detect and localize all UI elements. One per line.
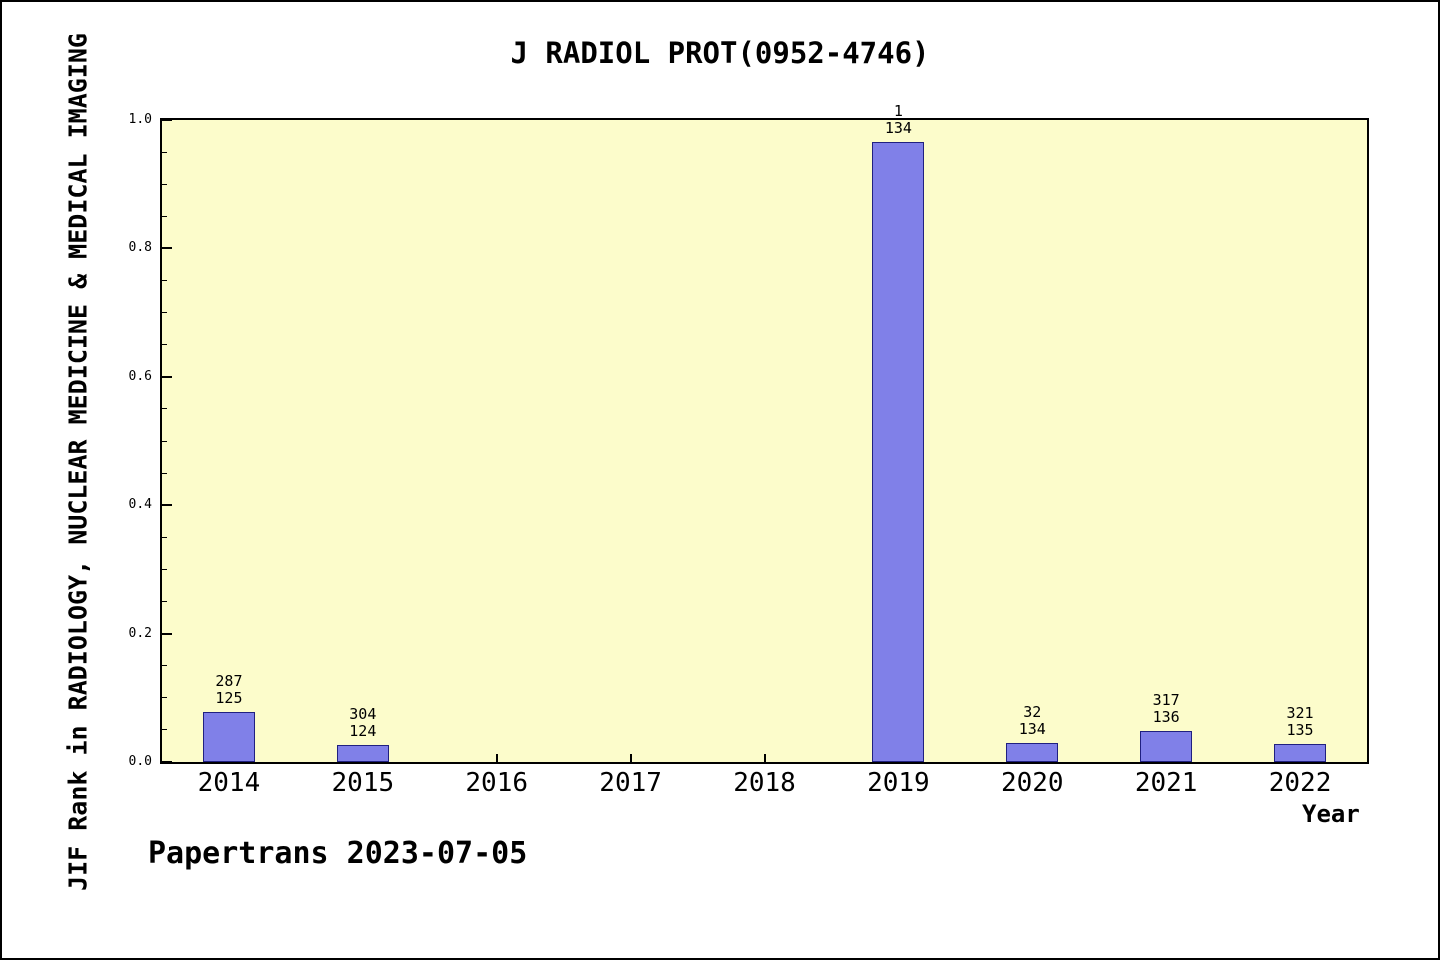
y-minor-tick-mark xyxy=(162,665,167,667)
bar-label-2015: 304 124 xyxy=(349,704,377,740)
x-tick-label-2020: 2020 xyxy=(1000,768,1064,798)
y-tick-label-0.6: 0.6 xyxy=(128,368,152,384)
x-tick-mark xyxy=(763,754,766,762)
y-tick-label-0.2: 0.2 xyxy=(128,625,152,641)
y-axis-label: JIF Rank in RADIOLOGY, NUCLEAR MEDICINE … xyxy=(63,33,93,891)
y-tick-label-0.0: 0.0 xyxy=(128,754,152,769)
bar-label-2020: 32 134 xyxy=(1018,702,1046,738)
y-minor-tick-mark xyxy=(162,151,167,153)
y-major-tick-mark xyxy=(162,504,172,507)
y-tick-label-0.8: 0.8 xyxy=(128,240,152,256)
x-tick-label-2018: 2018 xyxy=(733,768,796,798)
y-minor-tick-mark xyxy=(162,280,167,281)
x-tick-mark xyxy=(495,754,498,762)
bar-2022 xyxy=(1274,744,1327,762)
y-minor-tick-mark xyxy=(162,697,167,699)
y-tick-label-0.4: 0.4 xyxy=(128,497,152,513)
y-minor-tick-mark xyxy=(162,183,167,185)
y-minor-tick-mark xyxy=(162,344,167,346)
y-minor-tick-mark xyxy=(162,568,167,570)
y-minor-tick-mark xyxy=(162,601,167,602)
x-tick-label-2015: 2015 xyxy=(331,768,395,798)
x-tick-label-2016: 2016 xyxy=(465,768,529,798)
y-minor-tick-mark xyxy=(162,440,167,442)
bar-label-2022: 321 135 xyxy=(1286,704,1314,740)
bar-label-2021: 317 136 xyxy=(1152,691,1180,727)
y-tick-label-1.0: 1.0 xyxy=(128,112,152,127)
x-tick-label-2019: 2019 xyxy=(867,768,930,798)
x-tick-label-2014: 2014 xyxy=(197,768,261,798)
x-axis-label: Year xyxy=(1302,800,1360,828)
y-minor-tick-mark xyxy=(162,312,167,314)
plot-area: 2014 287 125 2015 304 124 2016 2017 2018 2019 1 … xyxy=(129,102,1369,798)
bar-2020 xyxy=(1006,742,1059,762)
y-minor-tick-mark xyxy=(162,408,167,410)
y-major-tick-mark xyxy=(162,375,172,378)
bar-2021 xyxy=(1140,731,1193,762)
y-minor-tick-mark xyxy=(162,472,167,474)
x-tick-label-2021: 2021 xyxy=(1134,768,1198,798)
y-minor-tick-mark xyxy=(162,215,167,217)
y-major-tick-mark xyxy=(162,632,172,635)
bar-label-2014: 287 125 xyxy=(215,671,243,707)
bar-2015 xyxy=(336,744,389,762)
y-minor-tick-mark xyxy=(162,729,167,731)
bar-2019 xyxy=(872,141,925,762)
footer-text: Papertrans 2023-07-05 xyxy=(148,836,528,871)
bar-label-2019: 1 134 xyxy=(884,101,912,137)
chart-title: J RADIOL PROT(0952-4746) xyxy=(510,36,930,70)
y-minor-tick-mark xyxy=(162,536,167,538)
bar-2014 xyxy=(202,711,255,762)
x-tick-mark xyxy=(629,754,632,762)
x-tick-label-2022: 2022 xyxy=(1268,768,1332,798)
y-major-tick-mark xyxy=(162,119,172,121)
y-major-tick-mark xyxy=(162,761,172,763)
y-major-tick-mark xyxy=(162,247,172,250)
x-tick-label-2017: 2017 xyxy=(599,768,662,798)
